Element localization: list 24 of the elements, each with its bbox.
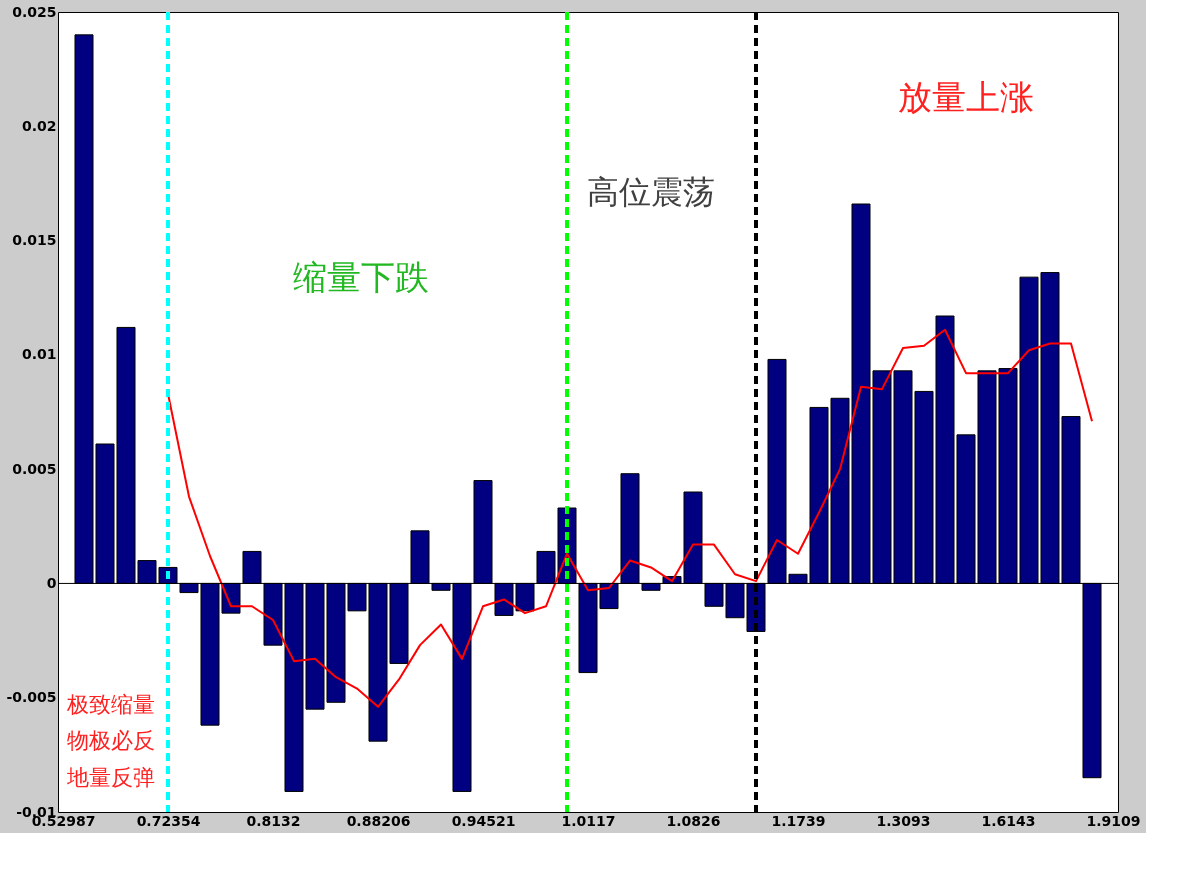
- y-tick-label: -0.005: [6, 689, 57, 706]
- x-tick-label: 1.3093: [876, 812, 931, 829]
- x-tick-label: 1.0117: [561, 812, 616, 829]
- x-tick-label: 1.9109: [1086, 812, 1141, 829]
- x-tick-label: 0.72354: [136, 812, 201, 829]
- x-tick-label: 0.94521: [451, 812, 516, 829]
- y-tick-label: 0.025: [12, 3, 57, 20]
- y-tick-label: 0.02: [21, 117, 57, 134]
- line-series: [167, 328, 1093, 708]
- y-tick-label: 0.01: [21, 346, 57, 363]
- annotation: 极致缩量: [66, 691, 156, 717]
- x-tick-label: 1.6143: [981, 812, 1036, 829]
- y-tick-label: 0.015: [12, 232, 57, 249]
- annotation: 地量反弹: [66, 764, 156, 790]
- annotation: 物极必反: [67, 728, 156, 754]
- y-tick-label: 0: [46, 574, 57, 591]
- annotation: 高位震荡: [587, 172, 715, 211]
- x-tick-label: 1.0826: [666, 812, 721, 829]
- x-tick-label: 0.88206: [346, 812, 411, 829]
- x-tick-label: 0.8132: [246, 812, 301, 829]
- x-tick-label: 1.1739: [771, 812, 826, 829]
- annotation: 放量上涨: [898, 76, 1034, 117]
- y-tick-label: 0.005: [12, 460, 57, 477]
- annotation: 缩量下跌: [293, 257, 430, 298]
